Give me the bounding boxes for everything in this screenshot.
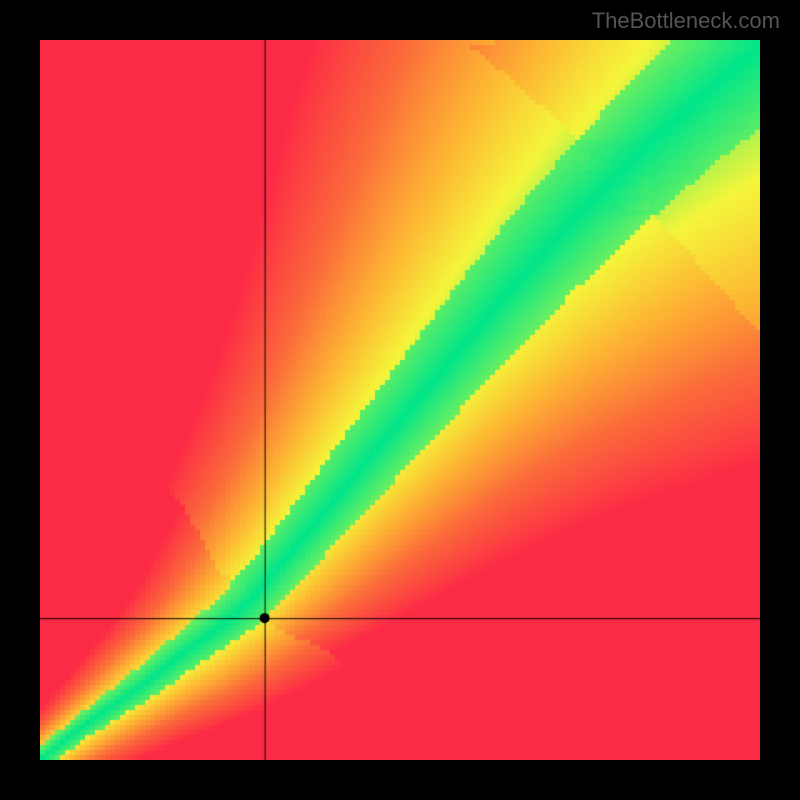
heatmap-canvas xyxy=(40,40,760,760)
heatmap-plot-area xyxy=(40,40,760,760)
watermark-text: TheBottleneck.com xyxy=(592,8,780,34)
chart-container: TheBottleneck.com xyxy=(0,0,800,800)
